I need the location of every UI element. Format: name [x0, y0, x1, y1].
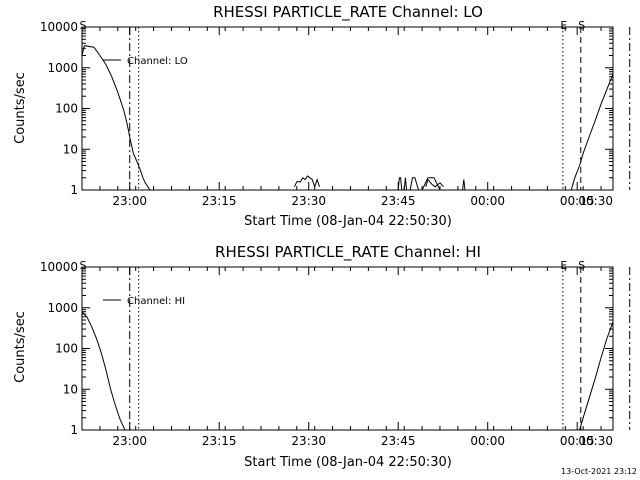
y-tick-label: 10000 [40, 260, 78, 274]
x-tick-label: 23:30 [291, 194, 326, 208]
y-axis-label: Counts/sec [13, 311, 28, 383]
x-tick-label: 23:00 [112, 194, 147, 208]
time-marker-label: S [80, 19, 87, 32]
x-tick-label: 00:00 [470, 194, 505, 208]
chart-title: RHESSI PARTICLE_RATE Channel: HI [215, 243, 481, 262]
y-axis-label: Counts/sec [13, 72, 28, 144]
y-tick-label: 10 [63, 142, 78, 156]
y-tick-label: 10000 [40, 20, 78, 34]
y-tick-label: 1000 [47, 61, 78, 75]
series-line [425, 178, 444, 188]
x-tick-label: 23:15 [202, 434, 237, 448]
time-marker-label: S [80, 259, 87, 272]
chart-panel-hi: RHESSI PARTICLE_RATE Channel: HI Start T… [13, 243, 631, 470]
time-marker-label: E [560, 259, 567, 272]
series-line [579, 320, 613, 430]
plot-area: 1 10 100 1000 10000 23:00 23:15 23:30 23:45 00:00… [40, 19, 631, 208]
x-tick-label: 23:30 [291, 434, 326, 448]
time-marker-label: E [560, 19, 567, 32]
x-tick-label: 00:15 [560, 434, 595, 448]
y-tick-label: 100 [55, 342, 78, 356]
chart-title: RHESSI PARTICLE_RATE Channel: LO [213, 3, 483, 22]
legend-label: Channel: HI [127, 296, 185, 307]
plot-area: 1 10 100 1000 10000 23:00 23:15 23:30 23:45 00:00… [40, 259, 631, 448]
chart-panel-lo: RHESSI PARTICLE_RATE Channel: LO Start T… [13, 3, 631, 229]
x-tick-label: 23:00 [112, 434, 147, 448]
y-tick-label: 1000 [47, 301, 78, 315]
y-tick-label: 10 [63, 382, 78, 396]
series-line [82, 311, 126, 430]
x-tick-label: 00:30 [578, 194, 613, 208]
time-marker-label: S [578, 19, 585, 32]
x-tick-label: 00:30 [578, 434, 613, 448]
series-line [570, 72, 613, 190]
series-line [462, 179, 466, 190]
time-marker-label: S [578, 259, 585, 272]
x-axis-label: Start Time (08-Jan-04 22:50:30) [244, 214, 452, 229]
x-tick-label: 00:15 [560, 194, 595, 208]
legend-label: Channel: LO [127, 56, 188, 67]
plot-frame [81, 26, 614, 191]
x-tick-label: 23:45 [381, 194, 416, 208]
x-tick-label: 23:15 [202, 194, 237, 208]
plot-frame [81, 266, 614, 431]
series-line [82, 45, 161, 190]
series-line [293, 175, 320, 189]
x-tick-label: 23:45 [381, 434, 416, 448]
y-tick-label: 1 [70, 423, 78, 437]
y-tick-label: 1 [70, 183, 78, 197]
series-line [397, 177, 449, 190]
x-axis-label: Start Time (08-Jan-04 22:50:30) [244, 455, 452, 470]
y-tick-label: 100 [55, 102, 78, 116]
x-tick-label: 00:00 [470, 434, 505, 448]
generation-timestamp: 13-Oct-2021 23:12 [561, 467, 637, 476]
